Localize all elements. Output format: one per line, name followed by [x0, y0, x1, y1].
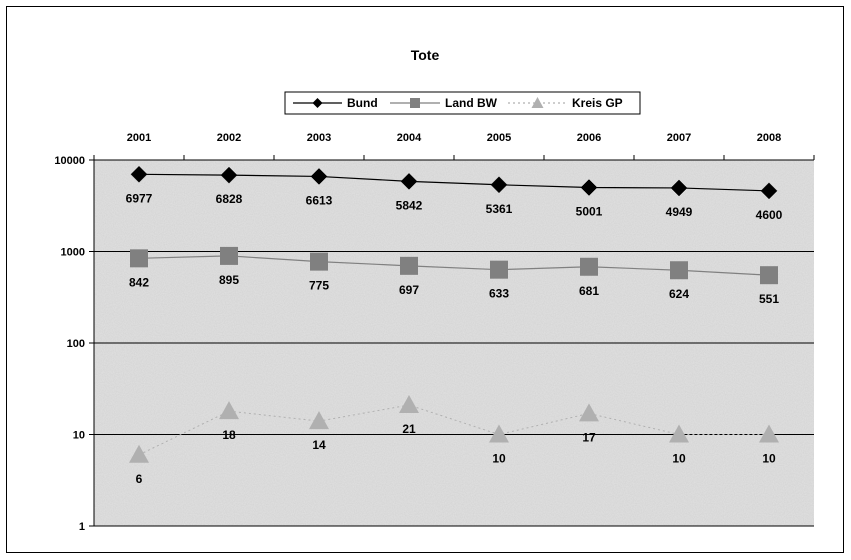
data-point — [669, 424, 689, 443]
data-point — [400, 256, 418, 275]
data-point — [400, 173, 418, 190]
y-tick-label: 10000 — [54, 155, 85, 167]
data-label: 10 — [762, 452, 776, 466]
data-label: 6828 — [216, 192, 243, 206]
x-tick-label: 2006 — [577, 132, 601, 144]
series-bund: 6977 6828 6613 5842 5361 5001 4949 4600 — [126, 165, 783, 222]
data-point — [130, 249, 148, 268]
data-point — [760, 182, 778, 200]
legend-marker — [312, 98, 323, 108]
data-label: 775 — [309, 279, 329, 293]
data-point — [399, 395, 419, 414]
data-label: 17 — [582, 430, 596, 444]
data-label: 4600 — [756, 208, 783, 222]
data-point — [130, 165, 148, 183]
series-layer: 6977 6828 6613 5842 5361 5001 4949 4600 842 895 77… — [126, 165, 783, 486]
data-point — [310, 168, 328, 185]
data-label: 624 — [669, 287, 689, 301]
data-label: 4949 — [666, 205, 693, 219]
data-label: 6 — [136, 472, 143, 486]
series-land-bw: 842 895 775 697 633 681 624 551 — [129, 246, 779, 306]
legend-label: Land BW — [445, 96, 498, 110]
data-point — [220, 166, 238, 184]
y-tick-label: 1000 — [61, 247, 85, 259]
data-label: 21 — [402, 422, 416, 436]
data-point — [490, 260, 508, 279]
data-label: 6613 — [306, 193, 333, 207]
data-label: 5001 — [576, 205, 603, 219]
x-tick-label: 2008 — [757, 132, 781, 144]
data-point — [759, 424, 779, 443]
data-point — [310, 252, 328, 271]
legend-box — [284, 91, 641, 115]
series-line — [138, 404, 769, 456]
axis-layer: 10000 1000 100 10 1 2001 2002 2003 2004 2005 2006 2… — [54, 132, 815, 533]
data-point — [219, 401, 239, 420]
series-kreis-gp: 6 18 14 21 10 17 10 10 — [129, 395, 779, 486]
data-label: 10 — [672, 452, 686, 466]
chart-title: Tote — [411, 47, 440, 63]
x-tick-label: 2003 — [307, 132, 331, 144]
data-label: 14 — [312, 438, 326, 452]
series-line — [138, 173, 770, 192]
x-tick-label: 2007 — [667, 132, 691, 144]
data-label: 6977 — [126, 191, 153, 205]
y-tick-label: 1 — [79, 521, 85, 533]
x-tick-label: 2004 — [397, 132, 422, 144]
legend-label: Bund — [347, 96, 378, 110]
data-point — [670, 179, 688, 197]
legend: Bund Land BW Kreis GP — [284, 91, 641, 115]
data-point — [760, 266, 778, 285]
data-point — [580, 179, 598, 196]
data-label: 895 — [219, 273, 239, 287]
data-label: 10 — [492, 452, 506, 466]
data-point — [670, 261, 688, 280]
data-label: 842 — [129, 275, 149, 289]
data-label: 5361 — [486, 202, 513, 216]
x-tick-label: 2005 — [487, 132, 511, 144]
data-point — [489, 424, 509, 443]
data-label: 5842 — [396, 198, 423, 212]
y-tick-label: 10 — [73, 430, 85, 442]
data-label: 551 — [759, 292, 779, 306]
data-point — [490, 176, 508, 194]
x-tick-label: 2002 — [217, 132, 241, 144]
data-label: 633 — [489, 287, 509, 301]
x-tick-label: 2001 — [127, 132, 151, 144]
data-point — [580, 257, 598, 276]
legend-marker — [410, 98, 420, 108]
data-point — [220, 246, 238, 265]
y-tick-label: 100 — [67, 338, 85, 350]
series-line — [138, 255, 770, 276]
data-label: 681 — [579, 284, 599, 298]
legend-label: Kreis GP — [572, 96, 623, 110]
data-point — [309, 411, 329, 430]
data-label: 18 — [222, 428, 236, 442]
legend-marker — [531, 97, 544, 108]
data-point — [579, 403, 599, 422]
data-point — [129, 444, 149, 463]
data-label: 697 — [399, 283, 419, 297]
